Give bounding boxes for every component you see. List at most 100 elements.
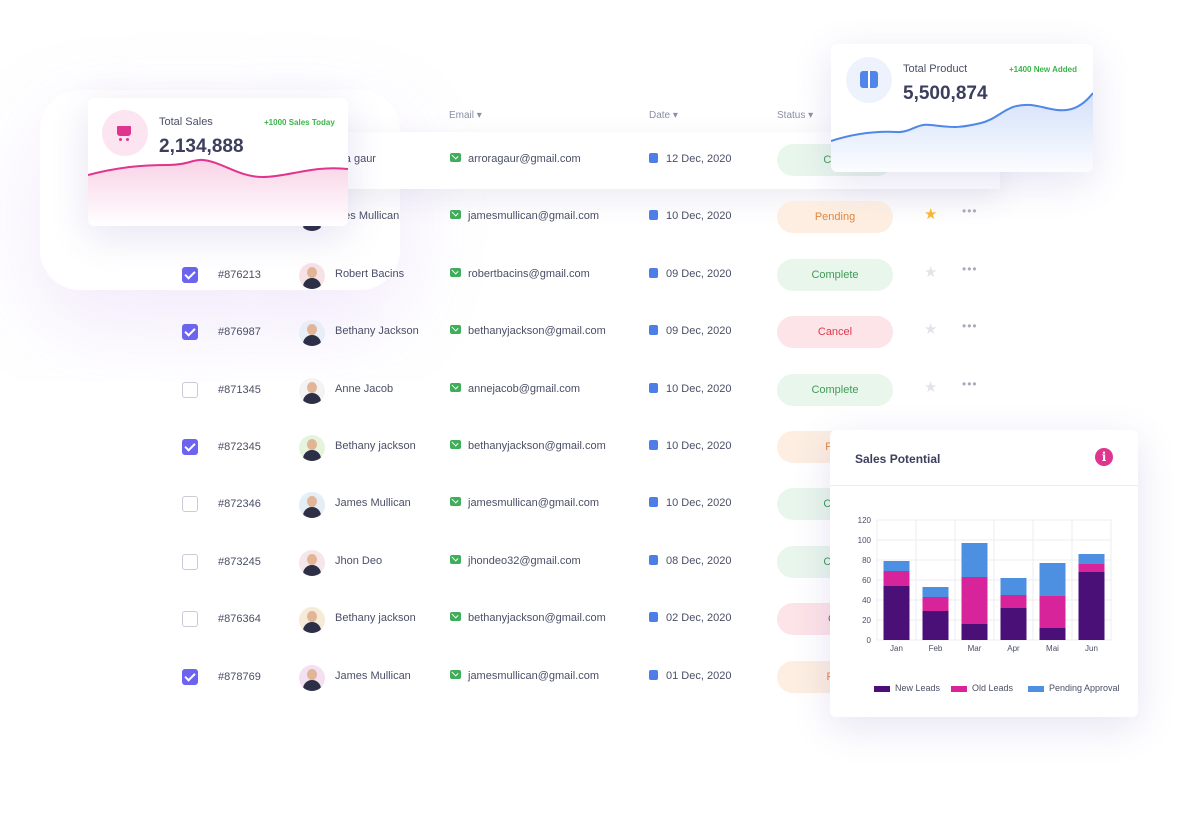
status-badge: Complete — [777, 258, 893, 291]
legend-pending-approval: Pending Approval — [1049, 683, 1120, 693]
calendar-icon — [649, 669, 658, 680]
legend-swatch-pending-approval — [1028, 686, 1044, 692]
bar-new-leads — [1039, 628, 1066, 640]
table-row[interactable]: #871345 Anne Jacob annejacob@gmail.com 10 D… — [160, 362, 1000, 419]
customer-name: Anne Jacob — [335, 382, 394, 395]
order-id: #872346 — [218, 498, 261, 511]
status-badge: Cancel — [777, 316, 893, 349]
total-sales-card: Total Sales 2,134,888 +1000 Sales Today — [88, 98, 348, 226]
customer-email[interactable]: annejacob@gmail.com — [468, 382, 581, 395]
y-tick-label: 60 — [862, 576, 871, 585]
bar-new-leads — [1078, 572, 1105, 640]
total-sales-value: 2,134,888 — [159, 136, 244, 157]
order-id: #871345 — [218, 383, 261, 396]
mail-icon — [450, 267, 461, 277]
row-checkbox[interactable] — [182, 668, 198, 685]
row-checkbox[interactable] — [182, 496, 198, 513]
customer-name: Bethany jackson — [335, 612, 416, 625]
order-date: 10 Dec, 2020 — [666, 382, 732, 395]
customer-email[interactable]: jhondeo32@gmail.com — [468, 554, 581, 567]
star-icon[interactable]: ★ — [924, 378, 938, 396]
bar-old-leads — [1000, 595, 1027, 608]
row-checkbox[interactable] — [182, 611, 198, 628]
legend-swatch-new-leads — [874, 686, 890, 692]
more-options-icon[interactable]: ••• — [962, 204, 978, 219]
row-checkbox[interactable] — [182, 553, 198, 570]
customer-email[interactable]: arroragaur@gmail.com — [468, 153, 581, 165]
box-icon — [860, 71, 878, 88]
star-icon[interactable]: ★ — [924, 263, 938, 281]
order-date: 08 Dec, 2020 — [666, 554, 732, 567]
product-trend-wave — [831, 92, 1093, 172]
y-tick-label: 20 — [862, 616, 871, 625]
row-checkbox[interactable] — [182, 439, 198, 455]
mail-icon — [450, 554, 461, 564]
customer-email[interactable]: robertbacins@gmail.com — [468, 267, 590, 280]
bar-new-leads — [961, 624, 988, 640]
status-badge: Pending — [777, 201, 893, 234]
order-date: 02 Dec, 2020 — [666, 612, 732, 625]
x-tick-label: Feb — [929, 644, 943, 653]
info-icon[interactable]: i — [1095, 448, 1113, 466]
customer-name: James Mullican — [335, 497, 411, 510]
customer-name: Robert Bacins — [335, 267, 405, 280]
row-checkbox[interactable] — [182, 266, 198, 283]
customer-email[interactable]: jamesmullican@gmail.com — [468, 669, 599, 682]
mail-icon — [450, 669, 461, 679]
legend-new-leads: New Leads — [895, 683, 941, 693]
bar-pending-approval — [922, 587, 949, 597]
bar-old-leads — [961, 577, 988, 624]
x-tick-label: Jun — [1085, 644, 1098, 653]
order-date: 09 Dec, 2020 — [666, 267, 732, 280]
x-tick-label: Mai — [1046, 644, 1059, 653]
bar-old-leads — [922, 597, 949, 611]
x-tick-label: Jan — [890, 644, 903, 653]
bar-pending-approval — [883, 561, 910, 571]
avatar — [299, 549, 325, 576]
bar-new-leads — [883, 586, 910, 640]
bar-old-leads — [1078, 564, 1105, 572]
calendar-icon — [649, 440, 658, 450]
customer-name: mes Mullican — [335, 210, 400, 223]
table-row[interactable]: mes Mullican jamesmullican@gmail.com 10 De… — [160, 189, 1000, 246]
table-row[interactable]: #878769 James Mullican jamesmullican@gmail… — [160, 649, 1000, 706]
customer-email[interactable]: jamesmullican@gmail.com — [468, 497, 599, 510]
row-checkbox[interactable] — [182, 381, 198, 398]
star-icon[interactable]: ★ — [924, 321, 938, 339]
product-icon-circle — [846, 57, 892, 103]
more-options-icon[interactable]: ••• — [962, 261, 978, 276]
avatar — [299, 492, 325, 519]
customer-email[interactable]: jamesmullican@gmail.com — [468, 210, 599, 223]
mail-icon — [450, 612, 461, 622]
avatar — [299, 377, 325, 404]
more-options-icon[interactable]: ••• — [962, 319, 978, 334]
legend-swatch-old-leads — [951, 686, 967, 692]
calendar-icon — [649, 497, 658, 508]
customer-email[interactable]: bethanyjackson@gmail.com — [468, 440, 606, 452]
avatar — [299, 664, 325, 691]
table-row[interactable]: #876987 Bethany Jackson bethanyjackson@gma… — [160, 304, 1000, 361]
calendar-icon — [649, 210, 658, 221]
star-icon[interactable]: ★ — [924, 206, 938, 224]
customer-email[interactable]: bethanyjackson@gmail.com — [468, 325, 606, 338]
y-tick-label: 80 — [862, 556, 871, 565]
bar-new-leads — [922, 611, 949, 640]
status-badge: Complete — [777, 373, 893, 406]
order-date: 12 Dec, 2020 — [666, 153, 732, 165]
sales-potential-card: Sales Potential i 0 20 40 60 80 100 120 Jan Feb M… — [830, 430, 1138, 717]
y-tick-label: 120 — [858, 516, 872, 525]
legend-old-leads: Old Leads — [972, 683, 1014, 693]
bar-pending-approval — [1039, 563, 1066, 596]
more-options-icon[interactable]: ••• — [962, 376, 978, 391]
row-checkbox[interactable] — [182, 324, 198, 341]
order-id: #873245 — [218, 555, 261, 568]
x-tick-label: Apr — [1007, 644, 1020, 653]
customer-email[interactable]: bethanyjackson@gmail.com — [468, 612, 606, 625]
y-tick-label: 0 — [867, 636, 872, 645]
order-date: 10 Dec, 2020 — [666, 440, 732, 452]
email-column-header[interactable]: Email ▾ — [449, 110, 482, 121]
status-column-header[interactable]: Status ▾ — [777, 110, 814, 121]
date-column-header[interactable]: Date ▾ — [649, 110, 678, 121]
table-row[interactable]: #876213 Robert Bacins robertbacins@gmail.c… — [160, 247, 1000, 304]
y-tick-label: 100 — [858, 536, 872, 545]
